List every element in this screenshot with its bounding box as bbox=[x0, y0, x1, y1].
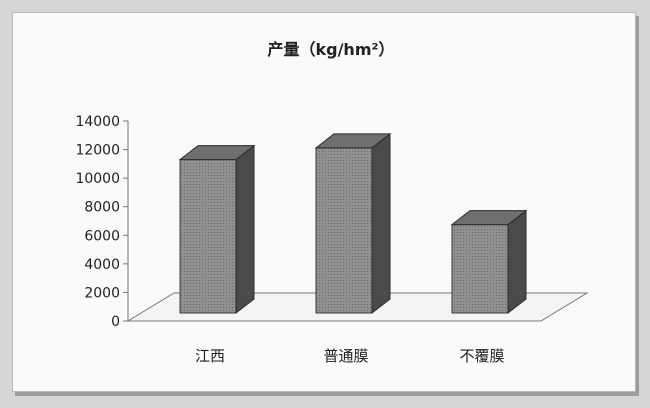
bar-top bbox=[314, 133, 392, 149]
bar-side bbox=[235, 144, 255, 315]
bar bbox=[314, 132, 392, 315]
y-tick-label: 4000 bbox=[84, 257, 120, 273]
bar-front bbox=[179, 159, 237, 314]
bar-front bbox=[451, 224, 509, 314]
bar-top bbox=[178, 145, 256, 161]
chart-frame: 产量（kg/hm²） 0 2000 4000 6000 8000 10000 12000 14… bbox=[12, 12, 636, 392]
bar-chart: 产量（kg/hm²） 0 2000 4000 6000 8000 10000 12000 14… bbox=[75, 40, 589, 365]
x-category-label: 不覆膜 bbox=[459, 347, 504, 365]
bar-side bbox=[507, 209, 527, 315]
bar-front bbox=[315, 147, 373, 314]
bar bbox=[450, 209, 528, 315]
y-tick-label: 8000 bbox=[84, 200, 120, 216]
y-tick-label: 6000 bbox=[84, 228, 120, 244]
bar-top bbox=[450, 210, 528, 226]
y-tick-label: 12000 bbox=[75, 143, 120, 159]
y-tick-label: 2000 bbox=[84, 285, 120, 301]
y-tick-label: 10000 bbox=[75, 171, 120, 187]
y-tick-label: 14000 bbox=[75, 114, 120, 130]
y-tick-label: 0 bbox=[111, 314, 120, 330]
bar-side bbox=[371, 132, 391, 315]
chart-title: 产量（kg/hm²） bbox=[267, 40, 394, 59]
bar bbox=[178, 144, 256, 315]
x-category-label: 江西 bbox=[195, 347, 225, 365]
x-category-label: 普通膜 bbox=[323, 347, 368, 365]
